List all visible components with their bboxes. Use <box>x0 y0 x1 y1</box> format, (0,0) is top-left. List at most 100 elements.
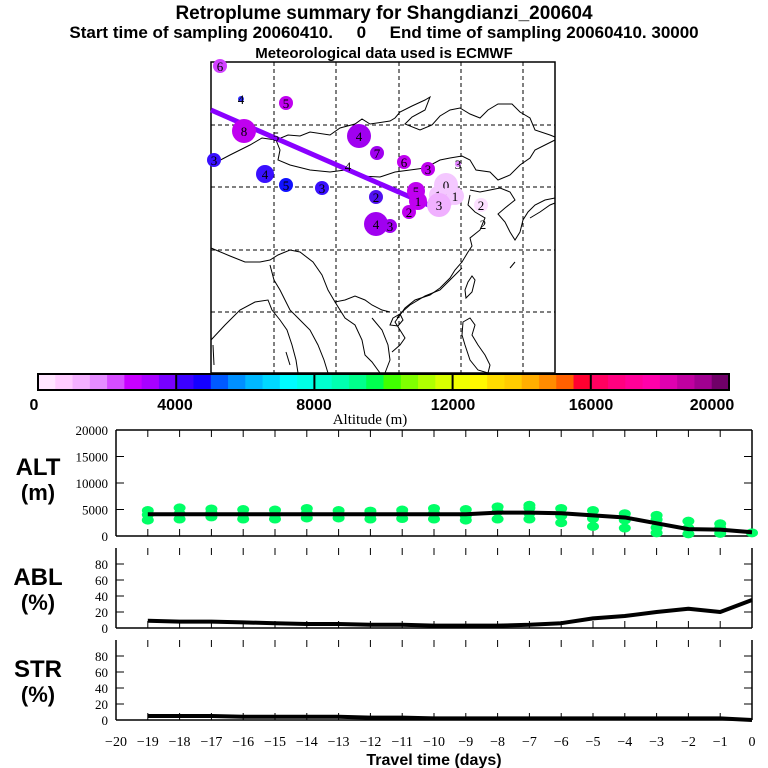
x-tick-label: −6 <box>554 735 569 750</box>
cluster-marker <box>455 161 461 167</box>
y-tick-label: 10000 <box>76 476 109 491</box>
altitude-scatter-point <box>587 506 599 516</box>
retroplume-map: 6458534534476332512011134322 <box>207 59 556 374</box>
coastline-korea <box>469 187 556 241</box>
border-mongolia <box>275 139 556 181</box>
colorbar-tick-label: 4000 <box>157 397 193 414</box>
border-myanmar <box>269 264 329 374</box>
island-line <box>285 351 291 366</box>
x-tick-label: 0 <box>749 735 756 750</box>
altitude-scatter-point <box>555 503 568 513</box>
india-line <box>212 344 215 366</box>
series-line-alt <box>147 510 753 535</box>
panel-ylabel: ABL <box>13 564 62 591</box>
colorbar-tick-label: 16000 <box>569 397 614 414</box>
colorbar-tick-label: 12000 <box>431 397 476 414</box>
x-tick-label: −16 <box>232 735 254 750</box>
x-tick-label: −1 <box>713 735 728 750</box>
cluster-label: 3 <box>319 181 326 196</box>
cluster-label: 2 <box>480 217 487 232</box>
colorbar-cell <box>124 374 143 390</box>
altitude-scatter-point <box>205 504 218 514</box>
colorbar-cell <box>55 374 74 390</box>
colorbar-cell <box>314 374 333 390</box>
colorbar-cell <box>176 374 194 390</box>
y-tick-label: 0 <box>102 713 109 728</box>
japan <box>529 202 556 219</box>
x-tick-label: −7 <box>522 735 537 750</box>
cluster-label: 3 <box>211 153 218 168</box>
colorbar-cell <box>193 374 212 390</box>
altitude-scatter-point <box>523 500 536 510</box>
cluster-marker <box>364 212 388 236</box>
panel-ylabel: (%) <box>21 682 55 707</box>
colorbar-cell <box>452 374 471 390</box>
colorbar-cell <box>487 374 505 390</box>
x-tick-label: −9 <box>458 735 473 750</box>
cluster-label: 4 <box>345 159 352 174</box>
cluster-marker <box>402 205 416 219</box>
hainan <box>389 313 404 327</box>
panel-ylabel: (%) <box>21 590 55 615</box>
time-series-panels: 05000100001500020000ALT(m)020406080ABL(%… <box>13 423 758 768</box>
cluster-marker <box>383 219 397 233</box>
colorbar-tick-labels: 0 4000 8000 12000 16000 20000 <box>30 397 735 414</box>
philippines <box>461 317 491 374</box>
cluster-label: 2 <box>406 205 413 220</box>
colorbar-cell <box>38 374 56 390</box>
cluster-label: 5 <box>283 178 290 193</box>
cluster-label: 3 <box>425 162 432 177</box>
colorbar-cell <box>383 374 402 390</box>
x-tick-label: −20 <box>105 735 127 750</box>
coastline-china-east <box>391 194 486 353</box>
x-tick-label: −17 <box>200 735 222 750</box>
x-tick-label: −14 <box>296 735 318 750</box>
colorbar-frame <box>37 373 730 391</box>
x-tick-label: −11 <box>392 735 413 750</box>
altitude-scatter-point <box>173 503 186 513</box>
colorbar-cell <box>694 374 713 390</box>
colorbar-cell <box>348 374 367 390</box>
coastline-china-south <box>396 267 463 319</box>
cluster-label: 1 <box>415 194 422 209</box>
x-tick-label: −15 <box>264 735 286 750</box>
altitude-scatter-point <box>300 503 313 513</box>
colorbar-cell <box>89 374 108 390</box>
cluster-marker <box>279 96 293 110</box>
cluster-label: 5 <box>273 129 280 144</box>
border-south-asia <box>210 247 391 313</box>
cluster-marker <box>213 59 227 73</box>
colorbar-cell <box>210 374 229 390</box>
colorbar-tick-label: 8000 <box>296 397 332 414</box>
cluster-label: 7 <box>374 146 381 161</box>
colorbar-cell <box>521 374 540 390</box>
cluster-label: 4 <box>262 167 269 182</box>
y-tick-label: 40 <box>95 681 108 696</box>
colorbar-tick-label: 20000 <box>690 397 735 414</box>
colorbar-cell <box>245 374 264 390</box>
cluster-marker <box>279 178 293 192</box>
coastline-north <box>210 95 556 166</box>
x-tick-label: −8 <box>490 735 505 750</box>
cluster-label: 2 <box>478 198 485 213</box>
cluster-label: 6 <box>401 155 408 170</box>
cluster-marker <box>446 187 464 205</box>
altitude-scatter-point <box>459 505 472 514</box>
y-tick-label: 0 <box>102 529 109 544</box>
cluster-label: 5 <box>283 96 290 111</box>
x-tick-label: −2 <box>681 735 696 750</box>
colorbar-label: Altitude (m) <box>333 412 408 428</box>
altitude-colorbar <box>37 373 730 391</box>
colorbar-cell <box>677 374 695 390</box>
met-data-line: Meteorological data used is ECMWF <box>255 45 513 62</box>
x-tick-label: −12 <box>359 735 381 750</box>
coast-vietnam <box>371 317 391 374</box>
cluster-label: 2 <box>373 190 380 205</box>
colorbar-cell <box>228 374 246 390</box>
altitude-scatter-point <box>428 503 440 513</box>
colorbar-cell <box>262 374 281 390</box>
cluster-label: 3 <box>436 198 443 213</box>
x-tick-label: −5 <box>586 735 601 750</box>
panel-ylabel: STR <box>14 656 62 683</box>
island-east <box>509 261 516 269</box>
